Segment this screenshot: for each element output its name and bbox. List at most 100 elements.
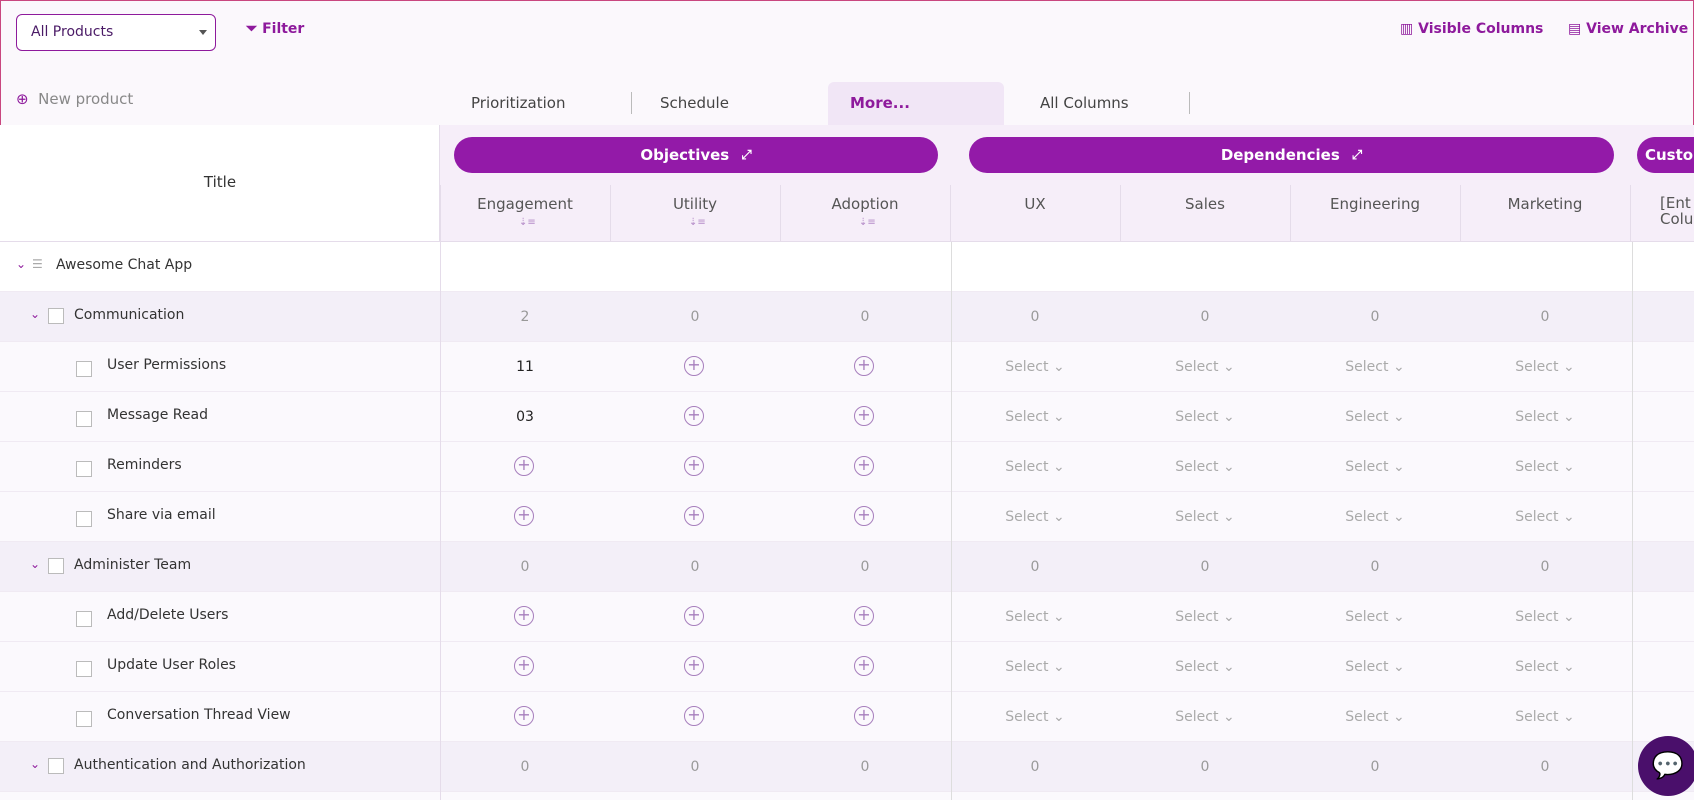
select-dropdown[interactable]: Select ⌄ <box>1120 459 1290 475</box>
expand-toggle[interactable]: ⌄ <box>30 307 41 321</box>
tab[interactable]: More... <box>850 94 910 112</box>
select-dropdown[interactable]: Select ⌄ <box>1120 609 1290 625</box>
select-dropdown[interactable]: Select ⌄ <box>1290 709 1460 725</box>
add-button[interactable]: + <box>514 656 534 676</box>
row-title[interactable]: Conversation Thread View <box>107 707 291 723</box>
checkbox[interactable] <box>76 661 92 677</box>
tab[interactable]: All Columns <box>1040 94 1129 112</box>
select-dropdown[interactable]: Select ⌄ <box>1460 409 1630 425</box>
row-title[interactable]: Message Read <box>107 407 208 423</box>
add-button[interactable]: + <box>684 406 704 426</box>
select-dropdown[interactable]: Select ⌄ <box>1290 609 1460 625</box>
select-dropdown[interactable]: Select ⌄ <box>950 659 1120 675</box>
group-divider <box>951 442 952 492</box>
add-button[interactable]: + <box>854 406 874 426</box>
add-button[interactable]: + <box>684 706 704 726</box>
caret: ⌄ <box>1048 509 1065 525</box>
row-title[interactable]: Administer Team <box>74 557 192 573</box>
checkbox[interactable] <box>48 558 64 574</box>
group-pill[interactable]: Custon <box>1637 137 1694 173</box>
select-dropdown[interactable]: Select ⌄ <box>950 709 1120 725</box>
caret: ⌄ <box>1388 709 1405 725</box>
add-button[interactable]: + <box>684 356 704 376</box>
select-dropdown[interactable]: Select ⌄ <box>950 459 1120 475</box>
add-button[interactable]: + <box>854 356 874 376</box>
row-title[interactable]: Update User Roles <box>107 657 236 673</box>
checkbox[interactable] <box>76 511 92 527</box>
select-dropdown[interactable]: Select ⌄ <box>1290 359 1460 375</box>
select-dropdown[interactable]: Select ⌄ <box>1290 509 1460 525</box>
row-title[interactable]: Authentication and Authorization <box>74 757 306 773</box>
checkbox[interactable] <box>76 611 92 627</box>
filter-button[interactable]: ⏷ Filter <box>246 21 305 37</box>
add-button[interactable]: + <box>514 456 534 476</box>
tab[interactable]: Schedule <box>660 94 729 112</box>
row <box>0 742 1694 792</box>
select-label: Select <box>1345 509 1389 525</box>
select-dropdown[interactable]: Select ⌄ <box>1120 659 1290 675</box>
visible-columns-button[interactable]: ▥ Visible Columns <box>1400 21 1544 37</box>
select-dropdown[interactable]: Select ⌄ <box>1290 409 1460 425</box>
column-header: Engineering <box>1330 195 1420 213</box>
select-dropdown[interactable]: Select ⌄ <box>1460 709 1630 725</box>
add-button[interactable]: + <box>514 706 534 726</box>
select-dropdown[interactable]: Select ⌄ <box>1290 459 1460 475</box>
add-button[interactable]: + <box>854 606 874 626</box>
chat-button[interactable]: 💬 <box>1638 736 1694 796</box>
select-dropdown[interactable]: Select ⌄ <box>1120 409 1290 425</box>
add-button[interactable]: + <box>854 456 874 476</box>
caret: ⌄ <box>1558 459 1575 475</box>
checkbox[interactable] <box>76 461 92 477</box>
expand-toggle[interactable]: ⌄ <box>30 557 41 571</box>
select-dropdown[interactable]: Select ⌄ <box>1460 609 1630 625</box>
title-header-cell <box>0 125 440 242</box>
checkbox[interactable] <box>76 361 92 377</box>
row-title[interactable]: User Permissions <box>107 357 227 373</box>
row-title[interactable]: Awesome Chat App <box>56 257 193 273</box>
checkbox[interactable] <box>76 411 92 427</box>
row-title[interactable]: Reminders <box>107 457 182 473</box>
column-divider <box>1120 185 1121 242</box>
group-pill[interactable]: Dependencies ⤢ <box>969 137 1614 173</box>
select-dropdown[interactable]: Select ⌄ <box>1460 509 1630 525</box>
product-select[interactable]: All Products <box>16 14 216 51</box>
select-dropdown[interactable]: Select ⌄ <box>1460 659 1630 675</box>
select-dropdown[interactable]: Select ⌄ <box>1120 709 1290 725</box>
select-dropdown[interactable]: Select ⌄ <box>950 509 1120 525</box>
add-button[interactable]: + <box>514 606 534 626</box>
select-dropdown[interactable]: Select ⌄ <box>1460 359 1630 375</box>
checkbox[interactable] <box>48 308 64 324</box>
add-button[interactable]: + <box>684 606 704 626</box>
add-button[interactable]: + <box>684 456 704 476</box>
tab[interactable]: Prioritization <box>471 94 566 112</box>
select-dropdown[interactable]: Select ⌄ <box>950 359 1120 375</box>
add-button[interactable]: + <box>854 506 874 526</box>
cell-value: 0 <box>1030 309 1040 325</box>
expand-toggle[interactable]: ⌄ <box>30 757 41 771</box>
row-title[interactable]: Communication <box>74 307 185 323</box>
select-label: Select <box>1515 359 1559 375</box>
caret: ⌄ <box>1388 509 1405 525</box>
row-title[interactable]: Add/Delete Users <box>107 607 229 623</box>
left-divider <box>440 242 441 292</box>
select-dropdown[interactable]: Select ⌄ <box>1290 659 1460 675</box>
select-dropdown[interactable]: Select ⌄ <box>1120 359 1290 375</box>
expand-icon: ⤢ <box>1351 147 1363 163</box>
add-button[interactable]: + <box>854 656 874 676</box>
group-pill[interactable]: Objectives ⤢ <box>454 137 938 173</box>
add-button[interactable]: + <box>684 656 704 676</box>
add-button[interactable]: + <box>684 506 704 526</box>
select-dropdown[interactable]: Select ⌄ <box>1120 509 1290 525</box>
checkbox[interactable] <box>76 711 92 727</box>
select-dropdown[interactable]: Select ⌄ <box>1460 459 1630 475</box>
new-product-button[interactable]: ⊕ New product <box>16 90 134 108</box>
select-dropdown[interactable]: Select ⌄ <box>950 409 1120 425</box>
add-button[interactable]: + <box>854 706 874 726</box>
expand-toggle[interactable]: ⌄ <box>16 257 27 271</box>
row-title[interactable]: Share via email <box>107 507 216 523</box>
checkbox[interactable] <box>48 758 64 774</box>
view-archive-button[interactable]: ▤ View Archive <box>1568 21 1689 37</box>
select-dropdown[interactable]: Select ⌄ <box>950 609 1120 625</box>
add-button[interactable]: + <box>514 506 534 526</box>
